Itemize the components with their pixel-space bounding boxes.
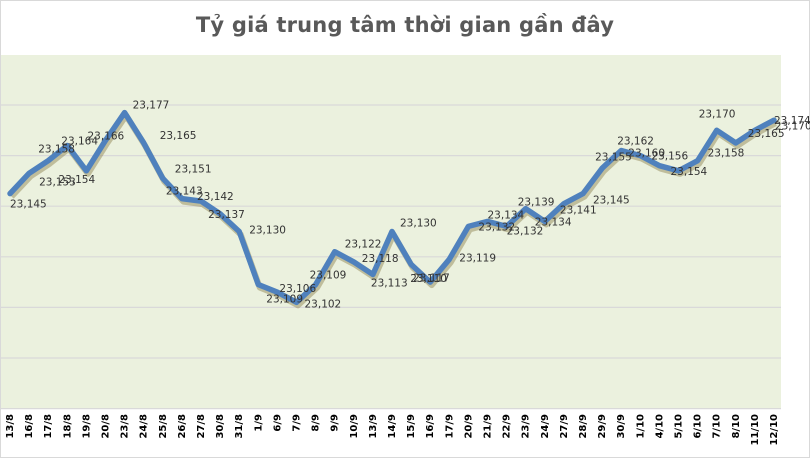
chart-title: Tỷ giá trung tâm thời gian gần đây [195,13,615,37]
x-tick-label: 8/9 [311,414,322,432]
x-tick-label: 20/8 [101,414,112,439]
x-tick-label: 27/8 [196,414,207,439]
x-tick-label: 5/10 [674,414,685,439]
data-label: 23,102 [305,298,342,310]
x-tick-label: 21/9 [483,414,494,439]
x-tick-label: 26/8 [177,414,188,439]
x-tick-label: 14/9 [387,414,398,439]
x-tick-label: 19/8 [81,414,92,439]
x-tick-label: 23/9 [521,414,532,439]
x-tick-label: 30/9 [616,414,627,439]
data-label: 23,145 [10,199,47,211]
data-label: 23,106 [279,283,316,295]
data-label: 23,154 [671,166,708,178]
data-label: 23,110 [410,273,447,285]
x-tick-label: 24/8 [139,414,150,439]
data-label: 23,170 [699,108,736,120]
data-label: 23,177 [133,100,170,112]
data-label: 23,158 [38,144,75,156]
x-tick-label: 16/9 [425,414,436,439]
x-tick-label: 11/10 [750,414,761,446]
data-label: 23,155 [595,151,632,163]
x-tick-label: 7/10 [712,414,723,439]
data-labels: 23,14523,15323,15823,16423,15423,16623,1… [10,100,810,311]
x-tick-label: 23/8 [120,414,131,439]
x-tick-label: 6/10 [693,414,704,439]
data-label: 23,158 [708,148,745,160]
data-label: 23,165 [160,130,197,142]
data-label: 23,142 [197,191,234,203]
data-label: 23,174 [774,115,810,127]
x-tick-label: 30/8 [215,414,226,439]
data-label: 23,137 [208,209,245,221]
data-label: 23,132 [507,225,544,237]
data-label: 23,156 [651,151,688,163]
data-label: 23,134 [535,216,572,228]
x-tick-label: 18/8 [62,414,73,439]
data-label: 23,145 [593,195,630,207]
data-label: 23,170 [775,120,810,132]
x-tick-label: 22/9 [502,414,513,439]
data-label: 23,132 [478,221,515,233]
x-tick-label: 24/9 [540,414,551,439]
x-tick-label: 7/9 [292,414,303,432]
data-label: 23,162 [617,136,654,148]
x-tick-label: 8/10 [731,414,742,439]
series-line [7,109,777,306]
x-tick-label: 17/8 [43,414,54,439]
x-tick-label: 29/9 [597,414,608,439]
x-tick-label: 25/8 [158,414,169,439]
x-tick-label: 27/9 [559,414,570,439]
x-tick-label: 16/8 [24,414,35,439]
x-tick-label: 1/10 [635,414,646,439]
data-label: 23,118 [362,253,399,265]
data-label: 23,154 [58,174,95,186]
x-tick-label: 13/8 [5,414,16,439]
x-axis: 13/8 16/8 17/8 18/8 19/8 20/8 23/8 24/8 25/8 26/8… [5,414,780,446]
data-label: 23,164 [61,135,98,147]
x-tick-label: 10/9 [349,414,360,439]
data-label: 23,141 [560,205,597,217]
x-tick-label: 4/10 [654,414,665,439]
data-label: 23,151 [175,163,212,175]
data-label: 23,165 [748,128,785,140]
data-label: 23,109 [266,294,303,306]
x-tick-label: 28/9 [578,414,589,439]
x-tick-label: 17/9 [444,414,455,439]
data-label: 23,119 [459,252,496,264]
data-label: 23,130 [400,218,437,230]
data-label: 23,160 [628,148,665,160]
data-label: 23,130 [249,225,286,237]
x-tick-label: 13/9 [368,414,379,439]
x-tick-label: 15/9 [406,414,417,439]
x-tick-label: 20/9 [463,414,474,439]
x-tick-label: 1/9 [253,414,264,432]
x-tick-label: 31/8 [234,414,245,439]
data-label: 23,153 [39,176,76,188]
data-label: 23,134 [488,209,525,221]
data-label: 23,143 [166,186,203,198]
data-label: 23,117 [413,272,450,284]
data-label: 23,166 [88,130,125,142]
data-label: 23,139 [518,197,555,209]
data-label: 23,109 [310,270,347,282]
x-tick-label: 12/10 [769,414,780,446]
data-label: 23,113 [371,278,408,290]
data-label: 23,122 [345,239,382,251]
x-tick-label: 6/9 [272,414,283,432]
x-tick-label: 9/9 [330,414,341,432]
